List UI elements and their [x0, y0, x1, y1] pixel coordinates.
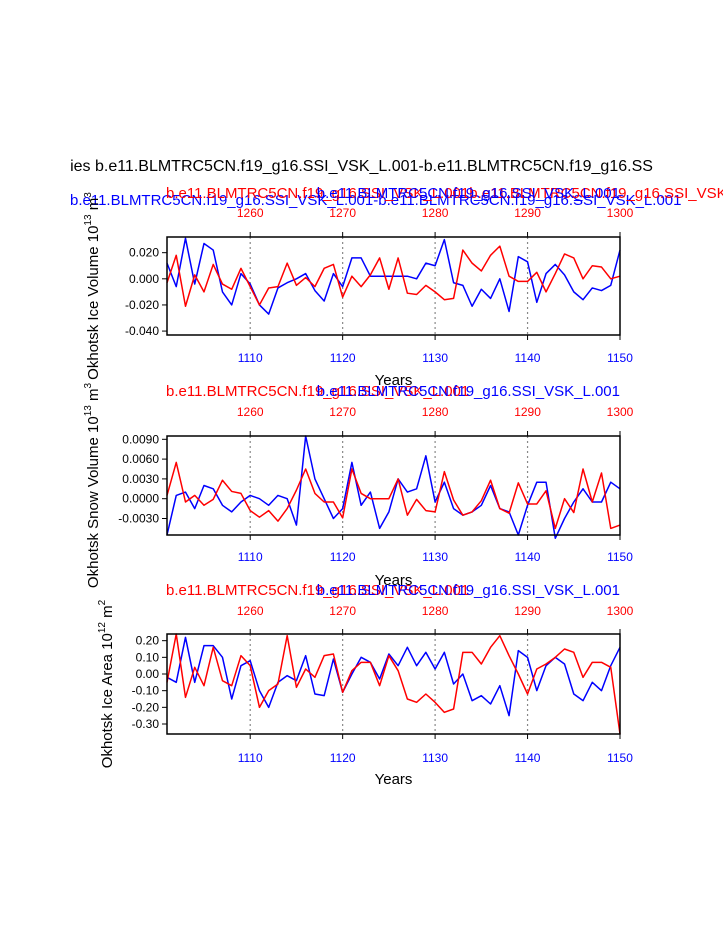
series-line-red: [166, 633, 621, 735]
y-tick-label: 0.020: [129, 246, 159, 260]
plot-frame: [166, 435, 621, 536]
x-tick-label-bottom: 1130: [422, 351, 448, 365]
x-tick-label-bottom: 1150: [607, 751, 633, 765]
x-tick-label-top: 1280: [422, 604, 449, 618]
x-tick-label-bottom: 1140: [515, 751, 541, 765]
y-axis-label: Okhotsk Ice Volume 1013 m3: [83, 192, 102, 380]
plot-title-left: b.e11.BLMTRC5CN.f19_g16.SSI_VSK_L.001-b.…: [70, 192, 681, 209]
main-title: ies b.e11.BLMTRC5CN.f19_g16.SSI_VSK_L.00…: [70, 158, 653, 175]
x-tick-label-bottom: 1120: [330, 550, 356, 564]
x-tick-label-top: 1290: [514, 405, 541, 419]
plot-title-red: b.e11.BLMTRC5CN.f19_g16.SSI_VSK_L.001b.e…: [166, 185, 723, 202]
x-tick-label-top: 1260: [237, 206, 264, 220]
y-tick-label: -0.20: [132, 700, 160, 714]
y-axis-label: Okhotsk Ice Area 1012 m2: [97, 599, 116, 768]
x-tick-label-bottom: 1150: [607, 351, 633, 365]
y-tick-label: -0.10: [132, 684, 160, 698]
x-tick-label-top: 1270: [329, 604, 356, 618]
x-axis-label: Years: [375, 771, 413, 788]
panel-3: 0.20 0.10 0.00 -0.10 -0.20 -0.30 1110 1120 1130 1…: [97, 582, 634, 788]
y-tick-label: -0.0030: [118, 512, 159, 526]
x-tick-label-bottom: 1150: [607, 550, 633, 564]
y-tick-label: 0.0090: [122, 432, 159, 446]
x-tick-label-top: 1290: [514, 604, 541, 618]
plot-frame: [166, 633, 621, 735]
series-line-blue: [166, 636, 621, 717]
x-tick-label-bottom: 1110: [238, 351, 263, 365]
y-tick-label: 0.0060: [122, 452, 159, 466]
panel-2: 0.0090 0.0060 0.0030 0.0000 -0.0030 1110 1120 1…: [83, 383, 634, 590]
plot-frame: [166, 236, 621, 336]
plot-title-left: b.e11.BLMTRC5CN.f19_g16.SSI_VSK_L.001: [166, 582, 469, 599]
y-tick-label: -0.30: [132, 717, 160, 731]
y-tick-label: 0.00: [136, 667, 160, 681]
y-tick-label: -0.040: [125, 324, 159, 338]
y-tick-label: 0.0030: [122, 472, 159, 486]
x-tick-label-bottom: 1130: [422, 550, 448, 564]
x-tick-label-bottom: 1110: [238, 550, 263, 564]
y-tick-label: 0.000: [129, 272, 159, 286]
x-axis-label: Years: [375, 572, 413, 589]
y-tick-label: 0.20: [136, 634, 160, 648]
x-tick-label-bottom: 1140: [515, 351, 541, 365]
y-tick-label: -0.020: [125, 298, 159, 312]
series-line-red: [166, 245, 621, 307]
x-tick-label-top: 1260: [237, 604, 264, 618]
x-tick-label-top: 1270: [329, 206, 356, 220]
plot-title-left: b.e11.BLMTRC5CN.f19_g16.SSI_VSK_L.001: [166, 383, 469, 400]
x-tick-label-top: 1270: [329, 405, 356, 419]
series-line-blue: [166, 435, 621, 540]
x-tick-label-top: 1260: [237, 405, 264, 419]
series-line-red: [166, 461, 621, 530]
x-tick-label-bottom: 1120: [330, 351, 356, 365]
plot-title-right: b.e11.BLMTRC5CN.f19_g16.SSI_VSK_L.001: [317, 582, 620, 599]
x-tick-label-bottom: 1120: [330, 751, 356, 765]
x-tick-label-top: 1300: [607, 604, 634, 618]
x-tick-label-top: 1290: [514, 206, 541, 220]
x-tick-label-top: 1280: [422, 206, 449, 220]
x-tick-label-top: 1280: [422, 405, 449, 419]
plot-title-right: b.e11.BLMTRC5CN.f19_g16.SSI_VSK_L.001: [317, 185, 620, 202]
plot-title-right: b.e11.BLMTRC5CN.f19_g16.SSI_VSK_L.001: [317, 383, 620, 400]
x-tick-label-bottom: 1110: [238, 751, 263, 765]
x-tick-label-top: 1300: [607, 206, 634, 220]
x-tick-label-bottom: 1140: [515, 550, 541, 564]
y-tick-label: 0.0000: [122, 492, 159, 506]
y-axis-label: Okhotsk Snow Volume 1013 m3: [83, 383, 102, 589]
x-tick-label-bottom: 1130: [422, 751, 448, 765]
panel-1: 0.020 0.000 -0.020 -0.040 1110 1120 1130 1140 11…: [70, 185, 723, 389]
x-axis-label: Years: [375, 372, 413, 389]
x-tick-label-top: 1300: [607, 405, 634, 419]
y-tick-label: 0.10: [136, 650, 160, 664]
